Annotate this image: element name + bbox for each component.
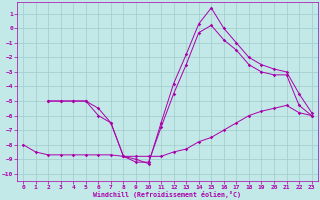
X-axis label: Windchill (Refroidissement éolien,°C): Windchill (Refroidissement éolien,°C) — [93, 191, 241, 198]
